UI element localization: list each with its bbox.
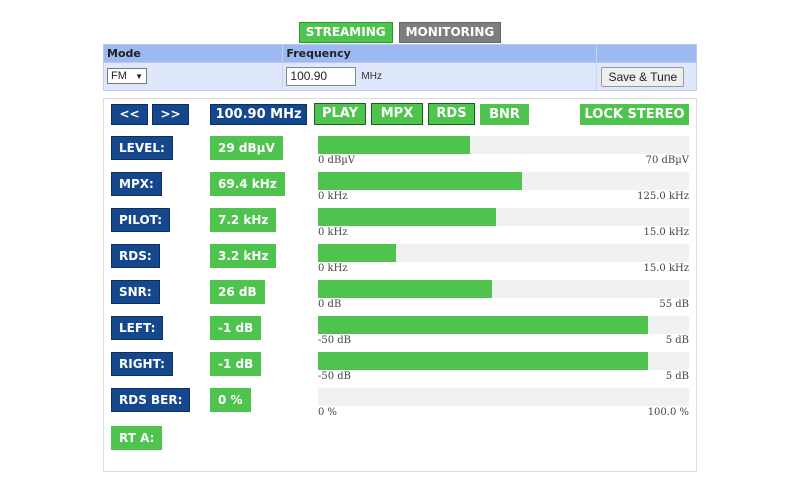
pilot-meter-bar	[318, 208, 689, 226]
mpx-value: 69.4 kHz	[210, 172, 285, 196]
right-value: -1 dB	[210, 352, 262, 376]
lock-stereo-button[interactable]: LOCK STEREO	[580, 104, 689, 125]
rds-scale-min: 0 kHz	[318, 263, 348, 274]
rds-scale: 0 kHz 15.0 kHz	[318, 263, 689, 275]
pilot-label: PILOT:	[111, 208, 171, 232]
frequency-input[interactable]: 100.90	[286, 67, 357, 86]
left-scale-max: 5 dB	[665, 335, 689, 346]
level-scale: 0 dBµV 70 dBµV	[318, 155, 689, 167]
left-scale: -50 dB 5 dB	[318, 335, 689, 347]
rds-meter-bar	[318, 244, 689, 262]
left-meter-bar	[318, 316, 689, 334]
rds-ber-scale: 0 % 100.0 %	[318, 407, 689, 419]
left-label: LEFT:	[111, 316, 164, 340]
prev-station-button[interactable]: <<	[111, 104, 148, 125]
rds-scale-max: 15.0 kHz	[643, 263, 690, 274]
snr-label: SNR:	[111, 280, 160, 304]
frequency-display: 100.90 MHz	[210, 104, 307, 125]
snr-scale-min: 0 dB	[318, 299, 342, 310]
rds-ber-value: 0 %	[210, 388, 251, 412]
settings-header-row: Mode Frequency	[103, 44, 697, 63]
mode-header: Mode	[104, 45, 284, 62]
rds-ber-scale-min: 0 %	[318, 407, 338, 418]
right-scale-min: -50 dB	[318, 371, 352, 382]
chevron-down-icon: ▼	[135, 72, 143, 81]
snr-value: 26 dB	[210, 280, 265, 304]
left-scale-min: -50 dB	[318, 335, 352, 346]
right-meter-fill	[318, 352, 649, 370]
rds-ber-label: RDS BER:	[111, 388, 191, 412]
action-header	[597, 45, 696, 62]
next-station-button[interactable]: >>	[152, 104, 189, 125]
frequency-cell: 100.90 MHz	[283, 63, 598, 90]
pilot-meter-fill	[318, 208, 497, 226]
mode-tabs: STREAMING MONITORING	[0, 22, 800, 43]
rds-label: RDS:	[111, 244, 160, 268]
level-scale-min: 0 dBµV	[318, 155, 356, 166]
rds-ber-scale-max: 100.0 %	[647, 407, 689, 418]
level-scale-max: 70 dBµV	[645, 155, 689, 166]
level-meter-fill	[318, 136, 471, 154]
snr-scale: 0 dB 55 dB	[318, 299, 689, 311]
level-meter-bar	[318, 136, 689, 154]
right-label: RIGHT:	[111, 352, 173, 376]
pilot-scale: 0 kHz 15.0 kHz	[318, 227, 689, 239]
level-value: 29 dBµV	[210, 136, 283, 160]
monitor-panel	[103, 98, 697, 472]
save-tune-button[interactable]: Save & Tune	[601, 67, 685, 87]
right-meter-bar	[318, 352, 689, 370]
left-value: -1 dB	[210, 316, 262, 340]
level-label: LEVEL:	[111, 136, 173, 160]
frequency-header: Frequency	[283, 45, 598, 62]
rds-button[interactable]: RDS	[428, 103, 475, 125]
pilot-scale-min: 0 kHz	[318, 227, 348, 238]
frequency-unit: MHz	[361, 71, 382, 82]
left-meter-fill	[318, 316, 649, 334]
right-scale-max: 5 dB	[665, 371, 689, 382]
right-scale: -50 dB 5 dB	[318, 371, 689, 383]
tuner-settings-table: Mode Frequency FM ▼ 100.90 MHz Save & Tu…	[103, 44, 697, 91]
snr-meter-bar	[318, 280, 689, 298]
tab-streaming[interactable]: STREAMING	[298, 22, 393, 43]
mpx-meter-bar	[318, 172, 689, 190]
pilot-scale-max: 15.0 kHz	[643, 227, 690, 238]
bnr-button[interactable]: BNR	[480, 104, 529, 125]
tab-monitoring[interactable]: MONITORING	[398, 22, 502, 43]
mpx-scale-min: 0 kHz	[318, 191, 348, 202]
action-cell: Save & Tune	[597, 63, 696, 90]
settings-row: FM ▼ 100.90 MHz Save & Tune	[103, 63, 697, 91]
rds-meter-fill	[318, 244, 396, 262]
mpx-label: MPX:	[111, 172, 162, 196]
snr-scale-max: 55 dB	[659, 299, 689, 310]
play-button[interactable]: PLAY	[314, 103, 366, 125]
rds-ber-meter-bar	[318, 388, 689, 406]
mpx-scale-max: 125.0 kHz	[637, 191, 689, 202]
snr-meter-fill	[318, 280, 493, 298]
pilot-value: 7.2 kHz	[210, 208, 277, 232]
mpx-button[interactable]: MPX	[371, 103, 423, 125]
rds-value: 3.2 kHz	[210, 244, 277, 268]
mode-select[interactable]: FM ▼	[107, 68, 147, 84]
mode-cell: FM ▼	[104, 63, 284, 90]
mpx-scale: 0 kHz 125.0 kHz	[318, 191, 689, 203]
rt-a-label: RT A:	[111, 426, 163, 450]
mpx-meter-fill	[318, 172, 523, 190]
mode-select-value: FM	[111, 70, 127, 82]
